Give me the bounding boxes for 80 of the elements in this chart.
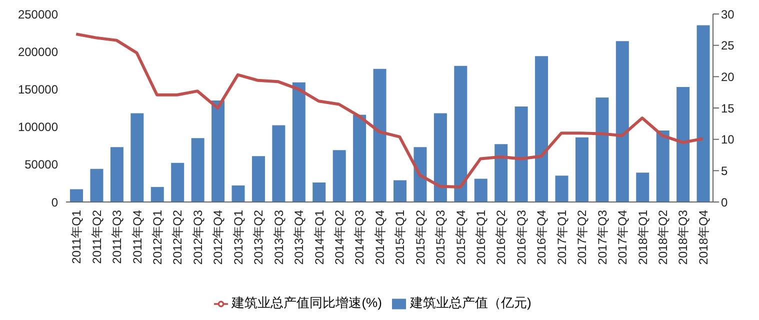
bar [575,137,588,202]
x-tick-label: 2013年Q4 [292,210,306,265]
bar [332,150,346,202]
x-tick-label: 2014年Q1 [312,210,326,265]
bar [696,25,710,202]
bar [514,106,528,202]
y-tick-label: 200000 [18,44,58,59]
bar [616,41,629,202]
x-tick-label: 2015年Q2 [413,210,428,265]
bar [232,185,245,202]
x-tick-label: 2013年Q2 [252,210,266,265]
bar [292,82,306,202]
x-tick-label: 2017年Q2 [575,210,590,265]
x-tick-label: 2011年Q4 [130,210,144,264]
bar [90,168,104,202]
x-tick-label: 2013年Q1 [231,210,246,265]
bar [474,178,488,202]
bar [394,180,406,202]
bar [312,182,326,202]
x-tick-label: 2018年Q1 [636,210,650,265]
y2-tick-label: 10 [721,132,735,147]
y-tick-label: 50000 [24,158,58,172]
bar [70,189,83,202]
y2-tick-label: 0 [721,195,728,210]
legend-label: 建筑业总产值同比增速(%) [232,295,382,310]
y2-tick-label: 25 [721,38,735,53]
bar [555,176,568,202]
bar [596,97,609,202]
x-tick-label: 2011年Q3 [110,210,124,264]
line-series [74,32,704,188]
x-tick-label: 2016年Q3 [514,210,528,265]
bar [434,113,447,202]
x-tick-label: 2014年Q2 [332,210,346,265]
x-tick-label: 2016年Q2 [494,210,508,265]
y2-tick-label: 5 [721,164,728,178]
bar [272,125,286,202]
y2-tick-label: 30 [721,7,735,22]
bar [150,186,164,202]
x-tick-label: 2011年Q1 [70,210,84,264]
x-tick-label: 2018年Q2 [656,210,670,265]
x-tick-label: 2013年Q3 [272,210,286,265]
bar [454,66,468,202]
bar [676,86,690,202]
x-tick-label: 2015年Q3 [434,210,448,265]
bar [212,100,225,202]
x-tick-label: 2018年Q3 [676,210,690,265]
bar [252,156,265,202]
y-tick-label: 250000 [18,7,58,22]
x-tick-label: 2016年Q4 [534,210,549,265]
x-tick-label: 2015年Q4 [454,210,468,265]
x-tick-label: 2014年Q4 [372,210,387,265]
bar [353,114,366,202]
x-tick-label: 2017年Q4 [616,210,630,265]
x-tick-label: 2012年Q1 [150,210,165,265]
bar [191,138,204,202]
x-tick-label: 2012年Q2 [170,210,185,265]
bar [636,172,650,202]
x-tick-label: 2014年Q3 [352,210,367,265]
x-tick-label: 2012年Q3 [190,210,205,265]
x-tick-label: 2011年Q2 [90,210,104,264]
bar [414,147,427,202]
x-tick-label: 2012年Q4 [211,210,226,265]
bar [535,56,548,202]
bar [130,113,144,202]
bar [494,144,508,202]
x-tick-label: 2015年Q1 [393,210,408,265]
y-tick-label: 100000 [18,120,58,134]
legend-label: 建筑业总产值（亿元) [410,295,532,310]
bar [373,68,386,202]
y2-tick-label: 15 [721,101,735,116]
y-tick-label: 0 [51,195,58,210]
x-tick-label: 2018年Q4 [696,210,710,265]
x-tick-label: 2017年Q3 [595,210,610,265]
y2-tick-label: 20 [721,70,735,84]
bar [110,147,124,202]
bar [656,130,670,202]
x-tick-label: 2016年Q1 [474,210,488,265]
y-tick-label: 150000 [18,82,58,96]
x-tick-label: 2017年Q1 [554,210,569,265]
bar [171,162,184,202]
